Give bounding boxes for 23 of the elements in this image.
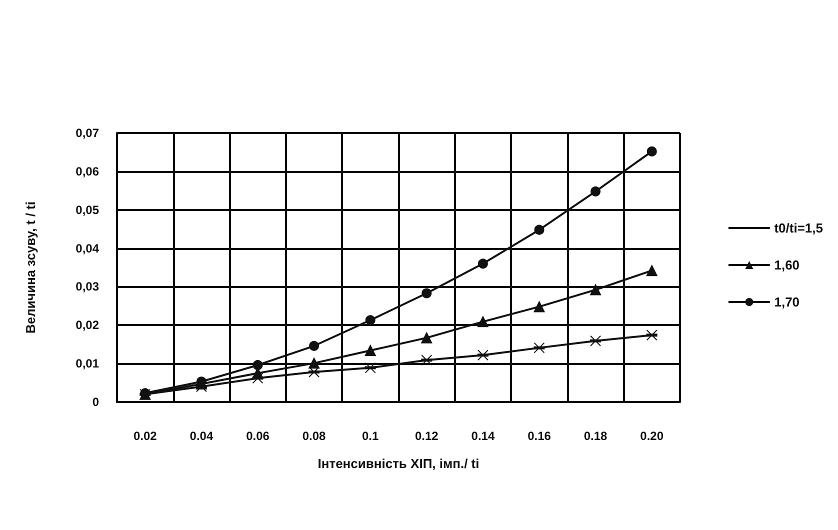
x-tick-label: 0.16 bbox=[528, 429, 552, 443]
x-tick-label: 0.14 bbox=[471, 429, 495, 443]
y-tick-label: 0,02 bbox=[76, 318, 100, 332]
y-tick-label: 0,04 bbox=[76, 241, 100, 256]
x-axis-title: Інтенсивність ХІП, імп./ ti bbox=[318, 456, 480, 471]
y-tick-label: 0,05 bbox=[76, 202, 100, 217]
y-tick-label: 0,03 bbox=[76, 280, 100, 294]
legend-label: 1,60 bbox=[774, 258, 800, 272]
y-tick-label: 0,06 bbox=[76, 164, 100, 178]
x-tick-label: 0.06 bbox=[246, 429, 270, 443]
x-tick-label: 0.18 bbox=[584, 429, 608, 443]
x-tick-label: 0.04 bbox=[190, 429, 214, 443]
y-tick-label: 0 bbox=[92, 395, 100, 409]
x-tick-label: 0.1 bbox=[362, 429, 380, 443]
x-tick-label: 0.12 bbox=[414, 429, 439, 443]
x-tick-label: 0.08 bbox=[302, 429, 326, 443]
x-tick-label: 0.20 bbox=[640, 429, 664, 443]
legend-label: t0/ti=1,5 bbox=[774, 220, 824, 236]
y-tick-label: 0,01 bbox=[76, 356, 100, 371]
y-tick-label: 0,07 bbox=[76, 126, 100, 140]
legend-label: 1,70 bbox=[774, 294, 800, 310]
x-tick-label: 0.02 bbox=[133, 429, 158, 443]
y-axis-title: Величина зсуву, t / ti bbox=[23, 202, 38, 334]
